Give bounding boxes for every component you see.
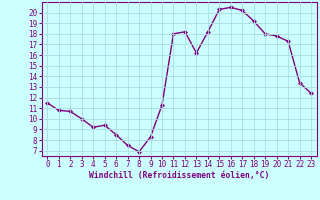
X-axis label: Windchill (Refroidissement éolien,°C): Windchill (Refroidissement éolien,°C): [89, 171, 269, 180]
